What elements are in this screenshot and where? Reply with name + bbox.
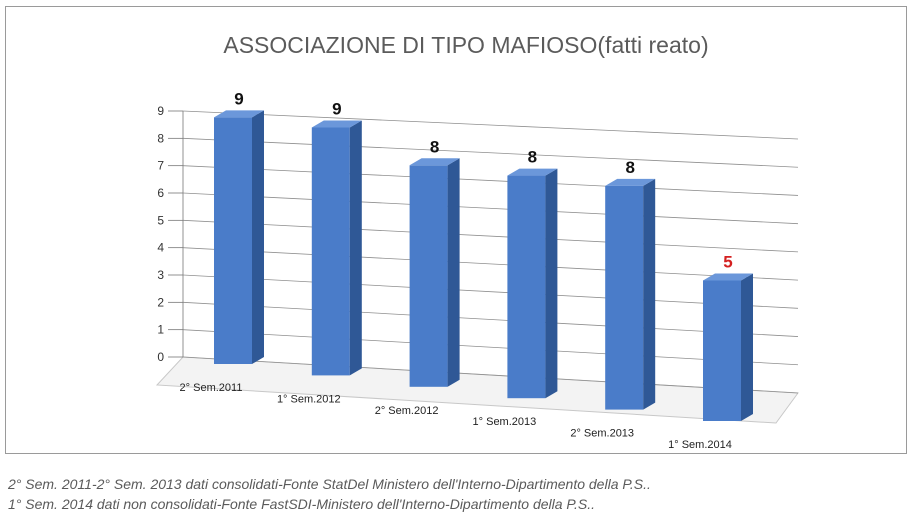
gridline	[182, 219, 799, 253]
y-tick-label: 9	[157, 104, 164, 118]
y-tick-label: 6	[157, 186, 164, 200]
bar-top	[703, 273, 753, 281]
y-tick-label: 7	[157, 159, 164, 173]
y-tick-label: 1	[157, 323, 164, 337]
data-label: 9	[332, 99, 341, 118]
bar-front	[605, 185, 644, 410]
y-tick-label: 3	[157, 268, 164, 282]
y-tick-label: 2	[157, 295, 164, 309]
x-tick-label: 1° Sem.2012	[277, 393, 341, 405]
y-tick-label: 8	[157, 131, 164, 145]
bar-front	[703, 280, 741, 421]
data-label: 5	[723, 252, 732, 271]
bars: 9 9 8 8 8 5	[214, 89, 753, 421]
x-tick-label: 2° Sem.2012	[375, 405, 439, 417]
bar-chart: ASSOCIAZIONE DI TIPO MAFIOSO(fatti reato…	[155, 32, 799, 451]
bar-front	[311, 127, 350, 376]
data-label: 8	[625, 158, 634, 177]
y-axis: 0 1 2 3 4 5 6 7 8 9	[157, 104, 184, 364]
bar-side	[349, 120, 362, 376]
bar	[703, 273, 753, 421]
gridline	[182, 165, 799, 196]
footnotes: 2° Sem. 2011-2° Sem. 2013 dati consolida…	[8, 474, 908, 514]
data-label: 8	[528, 148, 537, 167]
bar-side	[252, 110, 264, 364]
bar-top	[311, 120, 362, 128]
x-tick-label: 2° Sem.2011	[180, 382, 243, 394]
data-label: 9	[234, 89, 243, 108]
gridline	[182, 329, 799, 366]
x-axis-labels: 2° Sem.2011 1° Sem.2012 2° Sem.2012 1° Sem.…	[180, 382, 732, 451]
bar	[409, 158, 460, 387]
x-tick-label: 1° Sem.2013	[473, 416, 537, 428]
bar-top	[605, 178, 656, 186]
bar-top	[214, 110, 264, 118]
bar-side	[447, 158, 460, 387]
gridline	[182, 301, 799, 337]
chart-frame: ASSOCIAZIONE DI TIPO MAFIOSO(fatti reato…	[5, 6, 907, 454]
data-label: 8	[430, 137, 439, 156]
y-tick-label: 5	[157, 213, 164, 227]
bar	[214, 110, 264, 364]
bar-top	[507, 168, 558, 176]
bar	[605, 178, 656, 410]
x-tick-label: 1° Sem.2014	[668, 439, 732, 451]
y-tick-label: 4	[157, 241, 164, 255]
gridline	[182, 247, 799, 281]
bar-side	[643, 178, 656, 410]
bar-top	[409, 158, 460, 166]
bar-front	[214, 117, 252, 364]
bar-front	[409, 165, 448, 387]
footnote-provisional: 1° Sem. 2014 dati non consolidati-Fonte …	[8, 496, 595, 512]
y-tick-label: 0	[157, 350, 164, 364]
bar-front	[507, 175, 546, 399]
bar	[507, 168, 558, 399]
footnote-consolidated: 2° Sem. 2011-2° Sem. 2013 dati consolida…	[8, 476, 651, 492]
chart-title: ASSOCIAZIONE DI TIPO MAFIOSO(fatti reato…	[223, 32, 708, 58]
x-tick-label: 2° Sem.2013	[570, 428, 634, 440]
bar-side	[741, 273, 753, 421]
gridline	[182, 192, 799, 225]
gridline	[182, 137, 799, 168]
bar	[311, 120, 362, 376]
gridline	[182, 110, 799, 140]
chart-floor	[155, 356, 799, 424]
bar-side	[545, 168, 558, 399]
gridline	[182, 274, 799, 309]
gridline	[182, 356, 799, 394]
